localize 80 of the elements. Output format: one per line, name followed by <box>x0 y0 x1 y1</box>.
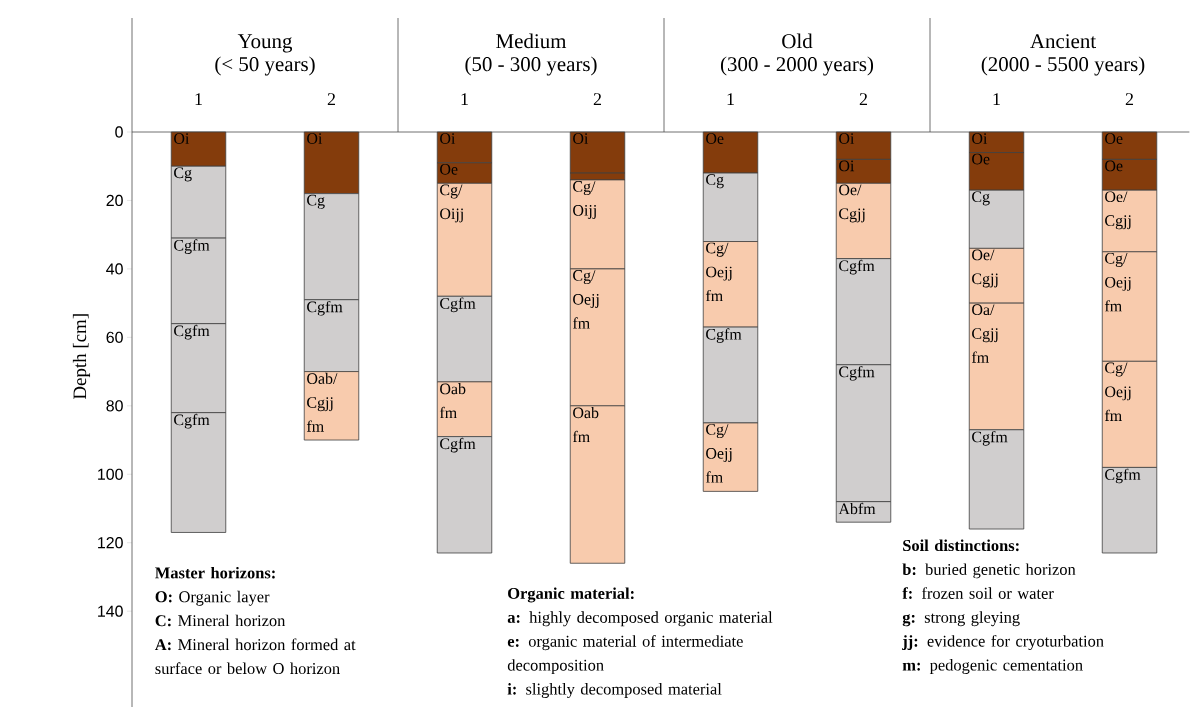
text: Medium <box>496 33 567 49</box>
text: Ancient <box>1030 34 1097 49</box>
data-label: Oi <box>972 133 988 144</box>
data-label: Cgfm <box>440 297 476 313</box>
annotation: Organic material: <box>508 587 634 603</box>
text: (300 - 2000 years) <box>720 56 874 76</box>
data-label: Oe/ Cgjj <box>1105 191 1131 230</box>
annotation: g: strong gleying <box>902 611 1020 627</box>
x-tick-label: 2 <box>327 93 336 105</box>
data-label: Oi <box>174 133 190 144</box>
data-label: Oab fm <box>572 407 599 442</box>
data-label: Oa/ Cgjj fm <box>971 304 998 363</box>
y-tick-label: 100 <box>98 468 123 480</box>
data-label: Cg <box>174 167 192 182</box>
data-label: Cgfm <box>174 239 210 254</box>
y-tick-label: 120 <box>98 537 123 549</box>
annotation: jj: evidence for cryoturbation <box>902 634 1104 651</box>
y-tick-label: 60 <box>106 331 123 343</box>
y-tick-label: 40 <box>106 263 123 275</box>
data-label: Oe <box>1105 133 1123 144</box>
annotation: Master horizons: <box>155 566 275 579</box>
data-label: Oe <box>1105 160 1123 172</box>
y-tick-label: 20 <box>106 194 123 207</box>
data-label: Cgfm <box>839 365 875 381</box>
annotation: f: frozen soil or water <box>902 587 1054 599</box>
data-label: Cgfm <box>307 300 343 316</box>
data-label: Cg/ Oijj <box>573 181 596 219</box>
annotation: C: Mineral horizon <box>155 614 286 627</box>
annotation: O: Organic layer <box>155 590 270 606</box>
data-label: Cgfm <box>839 259 875 275</box>
x-tick-label: 1 <box>727 93 734 105</box>
data-label: Oi <box>307 133 323 144</box>
data-label: Abfm <box>838 502 876 515</box>
data-label: Cgfm <box>174 324 210 340</box>
annotation: i: slightly decomposed material <box>507 683 722 699</box>
data-label: Oab/ Cgjj fm <box>306 372 338 432</box>
data-label: Cgfm <box>1105 468 1141 484</box>
y-axis-title: Depth [cm] <box>72 314 91 400</box>
data-label: Oi <box>573 133 589 144</box>
text: Young <box>237 34 293 53</box>
data-label: Cg/ Oijj <box>440 184 463 223</box>
data-label: Cg/ Oejj fm <box>1104 253 1131 312</box>
x-tick-label: 1 <box>195 93 202 105</box>
data-label: Oi <box>839 160 855 172</box>
data-label: Cg/ Oejj fm <box>705 424 732 483</box>
data-label: Cg <box>706 174 724 189</box>
data-label: Oe/ Cgjj <box>839 184 865 223</box>
text: Old <box>782 33 813 49</box>
text: (50 - 300 years) <box>465 56 597 76</box>
data-label: Oe <box>972 153 990 165</box>
data-label: Oi <box>440 133 456 144</box>
x-tick-label: 1 <box>993 93 1000 105</box>
x-tick-label: 2 <box>859 93 868 105</box>
annotation: A: Mineral horizon formed at surface or below O horizon <box>154 638 356 675</box>
data-label: Oe <box>440 164 458 175</box>
y-tick-label: 80 <box>106 400 123 412</box>
data-label: Oe <box>706 133 724 144</box>
annotation: a: highly decomposed organic material <box>507 611 773 627</box>
data-label: Cg <box>972 191 990 206</box>
y-tick-label: 140 <box>98 605 123 617</box>
data-label: Oab fm <box>439 383 466 419</box>
data-label: Cg/ Oejj fm <box>1104 362 1131 421</box>
data-label: Cgfm <box>706 328 742 343</box>
data-label: Cgfm <box>174 413 210 429</box>
data-label: Oe/ Cgjj <box>972 249 998 288</box>
annotation: b: buried genetic horizon <box>902 563 1076 579</box>
text: (< 50 years) <box>215 56 315 76</box>
y-tick-label: 0 <box>115 126 123 138</box>
data-label: Cgfm <box>440 437 476 453</box>
data-label: Cg <box>307 194 325 209</box>
data-label: Oi <box>839 133 855 144</box>
data-label: Cg/ Oejj fm <box>705 242 732 302</box>
x-tick-label: 1 <box>461 93 468 105</box>
data-label: Cg/ Oejj fm <box>572 270 599 329</box>
x-tick-label: 2 <box>593 93 602 105</box>
data-label: Cgfm <box>972 430 1008 446</box>
text: (2000 - 5500 years) <box>981 56 1145 76</box>
annotation: m: pedogenic cementation <box>902 659 1083 674</box>
annotation: Soil distinctions: <box>903 539 1019 552</box>
x-tick-label: 2 <box>1125 93 1134 105</box>
